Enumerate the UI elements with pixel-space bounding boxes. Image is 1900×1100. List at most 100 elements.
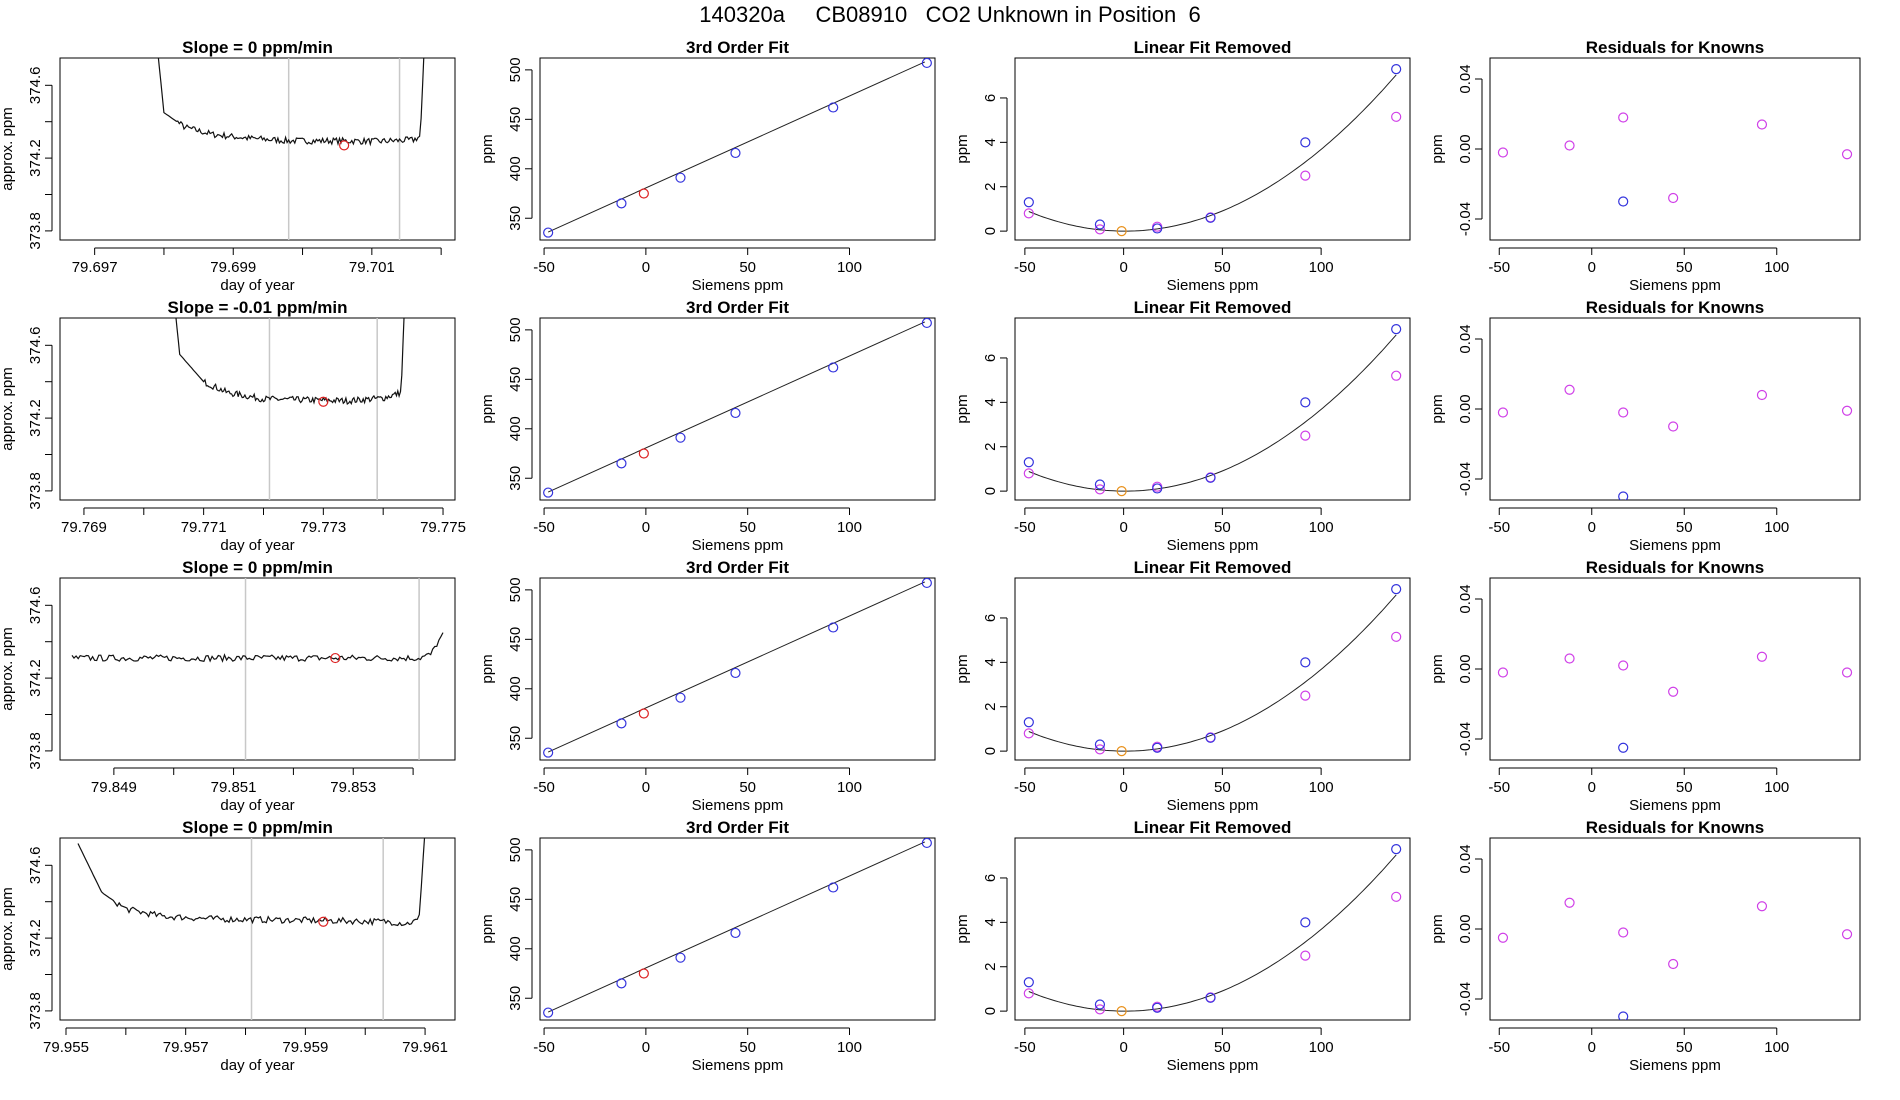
y-axis-label: approx. ppm (0, 627, 16, 710)
point-magenta (1564, 653, 1575, 664)
x-tick-label: 0 (1119, 779, 1127, 796)
x-tick-label: -50 (1488, 519, 1510, 536)
x-tick-label: 50 (1676, 519, 1693, 536)
point-blue (1023, 717, 1034, 728)
point-magenta (1756, 119, 1768, 130)
point-magenta (1497, 932, 1509, 943)
y-tick-label: 500 (507, 57, 524, 82)
x-tick-label: 0 (642, 1039, 650, 1056)
y-tick-label: 400 (507, 156, 524, 181)
trace-marker (330, 652, 341, 664)
x-tick-label: 100 (837, 779, 862, 796)
point-blue (1094, 739, 1106, 750)
chart-title: 3rd Order Fit (686, 298, 789, 317)
chart-title: Linear Fit Removed (1134, 38, 1292, 57)
point-blue (1618, 491, 1629, 500)
chart-title: Slope = 0 ppm/min (182, 38, 333, 57)
chart-title: Slope = 0 ppm/min (182, 818, 333, 837)
point-blue (1094, 219, 1106, 230)
chart-residuals-row4: Residuals for Knowns -50 0 50 100 Siemens ppm… (1429, 818, 1861, 1074)
trace-marker (318, 396, 329, 407)
point-blue (616, 718, 627, 729)
point-magenta (1756, 389, 1768, 401)
x-axis-label: Siemens ppm (1167, 277, 1259, 294)
point-magenta (1618, 660, 1629, 671)
chart-residuals-row3: Residuals for Knowns -50 0 50 100 Siemens ppm… (1429, 558, 1861, 814)
x-tick-label: -50 (1488, 1039, 1510, 1056)
point-orange (1116, 746, 1127, 757)
x-tick-label: 79.775 (420, 519, 466, 536)
chart-linear_removed-row3: Linear Fit Removed -50 0 50 100 Siemens ppm 0 2… (954, 558, 1411, 814)
plot-frame (59, 577, 456, 761)
chart-title: Slope = 0 ppm/min (182, 558, 333, 577)
y-tick-label: 0.04 (1457, 844, 1474, 873)
x-tick-label: 100 (1309, 1039, 1334, 1056)
point-blue (1300, 657, 1311, 668)
chart-title: Linear Fit Removed (1134, 818, 1292, 837)
point-magenta (1668, 421, 1679, 432)
plot-area (1023, 843, 1402, 1017)
chart-fit-row1: 3rd Order Fit -50 0 50 100 Siemens ppm 350 400 4… (479, 38, 936, 294)
x-tick-label: 50 (1676, 259, 1693, 276)
x-axis-label: Siemens ppm (1629, 537, 1721, 554)
point-magenta (1564, 140, 1575, 151)
point-blue (921, 578, 932, 589)
x-tick-label: 79.769 (61, 519, 107, 536)
y-tick-label: 0.04 (1457, 324, 1474, 353)
x-tick-label: 0 (642, 259, 650, 276)
point-magenta (1841, 929, 1853, 940)
chart-title: 3rd Order Fit (686, 38, 789, 57)
y-axis-label: ppm (479, 914, 496, 943)
page-title: 140320a CB08910 CO2 Unknown in Position … (699, 2, 1201, 27)
plot-frame (1014, 317, 1411, 501)
x-tick-label: 50 (1676, 1039, 1693, 1056)
point-magenta (1564, 897, 1575, 908)
y-tick-label: 0 (982, 227, 999, 235)
y-tick-label: 500 (507, 837, 524, 862)
y-tick-label: 2 (982, 443, 999, 451)
plot-frame (539, 577, 936, 761)
chart-linear_removed-row2: Linear Fit Removed -50 0 50 100 Siemens ppm 0 2… (954, 298, 1411, 554)
x-tick-label: -50 (533, 779, 555, 796)
point-blue (675, 952, 686, 963)
y-axis-label: ppm (954, 914, 971, 943)
point-blue (730, 667, 741, 679)
point-magenta (1023, 468, 1034, 479)
point-orange (1116, 486, 1127, 497)
point-magenta (1756, 901, 1768, 912)
y-tick-label: 350 (507, 466, 524, 491)
point-blue (543, 747, 554, 758)
x-tick-label: 0 (642, 519, 650, 536)
plot-frame (539, 317, 936, 501)
y-tick-label: 6 (982, 354, 999, 362)
y-tick-label: 400 (507, 676, 524, 701)
plot-frame (1489, 317, 1861, 501)
y-tick-label: 0 (982, 747, 999, 755)
chart-fit-row4: 3rd Order Fit -50 0 50 100 Siemens ppm 350 400 4… (479, 818, 936, 1074)
plot-frame (59, 317, 456, 501)
x-tick-label: 79.853 (330, 779, 376, 796)
point-blue (1023, 457, 1034, 468)
point-blue (1391, 63, 1402, 75)
y-tick-label: 374.2 (27, 399, 44, 437)
chart-title: 3rd Order Fit (686, 818, 789, 837)
chart-title: Residuals for Knowns (1586, 818, 1765, 837)
point-blue (1618, 1011, 1629, 1020)
y-tick-label: 374.6 (27, 587, 44, 625)
point-magenta (1391, 631, 1402, 642)
point-red (638, 188, 649, 199)
plot-area (543, 838, 932, 1018)
point-blue (1023, 197, 1034, 208)
x-tick-label: -50 (1014, 779, 1036, 796)
plot-frame (1014, 577, 1411, 761)
y-tick-label: 4 (982, 398, 999, 406)
point-blue (921, 318, 932, 329)
plot-area (543, 578, 932, 758)
x-tick-label: 0 (1588, 1039, 1596, 1056)
y-tick-label: 400 (507, 416, 524, 441)
x-tick-label: 100 (1764, 259, 1789, 276)
x-tick-label: 100 (837, 519, 862, 536)
chart-trace-row3: Slope = 0 ppm/min 79.849 79.851 79.853 day o… (0, 558, 456, 814)
point-magenta (1841, 405, 1853, 416)
y-tick-label: -0.04 (1457, 202, 1474, 236)
